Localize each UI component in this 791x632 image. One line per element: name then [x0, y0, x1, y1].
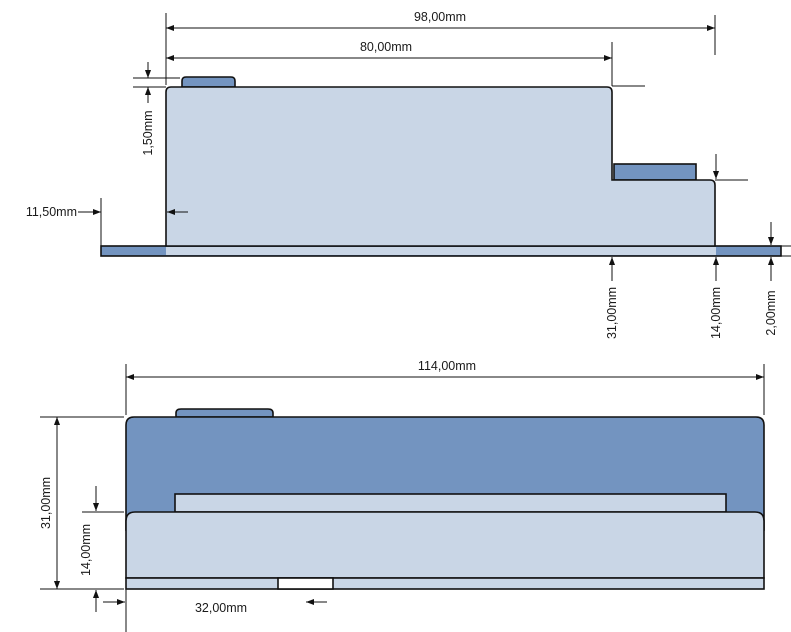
- front-notch: [277, 577, 334, 590]
- dimension-width-lower: 80,00mm: [166, 40, 613, 86]
- side-view: 98,00mm 80,00mm 1,50mm 11,50mm 31,00m: [26, 10, 791, 339]
- dimension-front-lower: 14,00mm: [79, 486, 124, 612]
- top-tab: [181, 76, 236, 88]
- label-rail-height: 2,00mm: [764, 290, 778, 335]
- front-top-tab: [175, 408, 274, 418]
- dimension-height-total: 31,00mm: [605, 257, 619, 339]
- front-view: 114,00mm 31,00mm 14,00mm 32,00mm: [39, 359, 765, 632]
- dimension-rail-height: 2,00mm: [764, 222, 791, 336]
- dimension-left-offset: 11,50mm: [26, 198, 188, 246]
- dimension-front-width: 114,00mm: [125, 359, 765, 415]
- label-front-lower: 14,00mm: [79, 524, 93, 576]
- dimension-front-height: 31,00mm: [39, 416, 124, 590]
- housing-body: [165, 86, 716, 247]
- label-height-total: 31,00mm: [605, 287, 619, 339]
- label-height-step: 14,00mm: [709, 287, 723, 339]
- label-front-height: 31,00mm: [39, 477, 53, 529]
- label-notch-offset: 32,00mm: [195, 601, 247, 615]
- dimension-tab-height: 1,50mm: [133, 62, 180, 156]
- step-tab: [613, 163, 697, 181]
- label-tab-height: 1,50mm: [141, 110, 155, 155]
- dimension-width-total: 98,00mm: [165, 10, 716, 85]
- dimension-height-step: 14,00mm: [709, 154, 748, 339]
- front-lower-body: [125, 511, 765, 579]
- dimension-notch-offset: 32,00mm: [103, 589, 327, 632]
- label-width-lower: 80,00mm: [360, 40, 412, 54]
- label-left-offset: 11,50mm: [26, 205, 77, 219]
- rail-light-strip: [166, 247, 716, 255]
- front-base: [125, 577, 765, 590]
- label-width-total: 98,00mm: [414, 10, 466, 24]
- label-front-width: 114,00mm: [418, 359, 476, 373]
- front-inner-strip: [174, 493, 727, 513]
